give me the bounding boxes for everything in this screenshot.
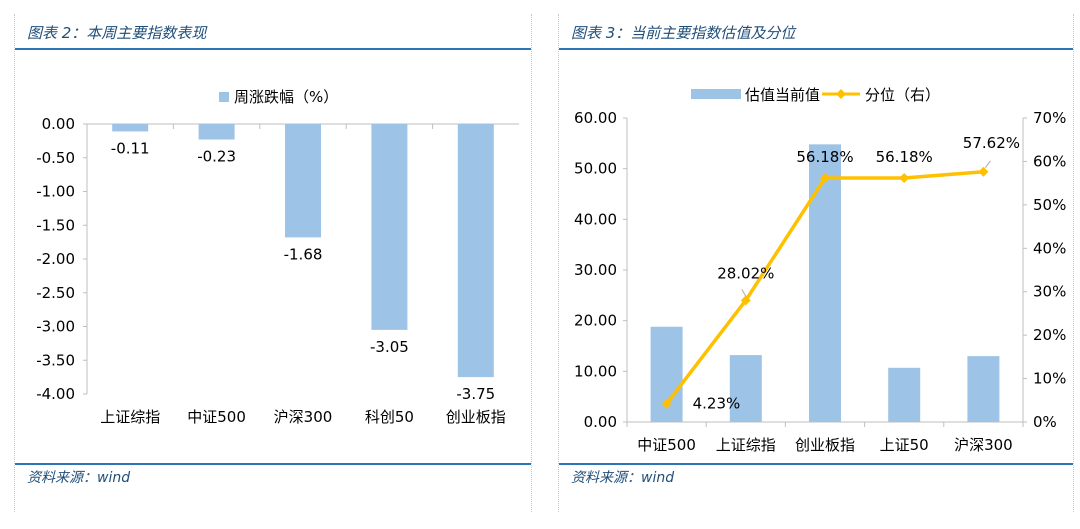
bar-data-label: -3.75 <box>456 385 495 403</box>
bar-data-label: -1.68 <box>284 245 323 263</box>
left-chart-source: 资料来源：wind <box>27 470 131 486</box>
valuation-combo-chart: 估值当前值 分位（右） 0.00 10.00 20.00 30.00 40.00 50.00 6… <box>574 86 1066 454</box>
y2-tick-label: 40% <box>1033 239 1066 257</box>
legend-swatch-valuation <box>691 89 741 99</box>
y2-tick-label: 20% <box>1033 326 1066 344</box>
x-category-label: 科创50 <box>365 408 414 426</box>
left-chart-title-bar: 图表 2：本周主要指数表现 <box>15 14 531 50</box>
percentile-point <box>661 398 672 409</box>
right-chart-title: 图表 3：当前主要指数估值及分位 <box>571 24 796 42</box>
data-label-leader-line <box>741 289 747 297</box>
percentile-data-label: 56.18% <box>876 148 933 166</box>
right-chart-title-bar: 图表 3：当前主要指数估值及分位 <box>559 14 1073 50</box>
y-tick-label: 0.00 <box>42 115 75 133</box>
x-category-label: 创业板指 <box>446 408 506 426</box>
percentile-point <box>978 166 989 177</box>
percentile-point <box>820 173 830 184</box>
bar-weekly-change <box>285 124 321 238</box>
bar-valuation <box>888 367 921 422</box>
x-category-label: 中证500 <box>637 436 696 454</box>
percentile-data-label: 57.62% <box>963 134 1020 152</box>
right-chart-source-bar: 资料来源：wind <box>559 463 1073 487</box>
y-tick-label: -0.50 <box>36 149 75 167</box>
y-tick-label: 10.00 <box>574 362 617 380</box>
bar-data-label: -3.05 <box>370 338 409 356</box>
y-tick-label: -3.50 <box>36 351 75 369</box>
percentile-data-label: 56.18% <box>796 148 853 166</box>
y2-tick-label: 70% <box>1033 109 1066 127</box>
percentile-point <box>899 173 910 184</box>
y-tick-label: 30.00 <box>574 261 617 279</box>
x-category-label: 上证综指 <box>100 408 160 426</box>
left-chart-title: 图表 2：本周主要指数表现 <box>27 24 207 42</box>
bar-weekly-change <box>198 124 235 140</box>
bar-weekly-change <box>457 124 494 378</box>
y-tick-label: 40.00 <box>574 210 617 228</box>
bar-valuation <box>809 144 841 422</box>
bar-valuation <box>729 355 762 422</box>
y2-tick-label: 0% <box>1033 413 1057 431</box>
y-tick-label: -4.00 <box>36 385 75 403</box>
legend-label-valuation: 估值当前值 <box>745 86 820 104</box>
legend-label-weekly-change: 周涨跌幅（%） <box>234 88 338 106</box>
bar-data-label: -0.23 <box>197 148 236 166</box>
bar-weekly-change <box>112 124 149 132</box>
y-tick-label: 0.00 <box>584 413 617 431</box>
legend-swatch-weekly-change <box>219 92 229 102</box>
x-category-label: 上证50 <box>880 436 929 454</box>
bar-valuation <box>967 356 1000 422</box>
y-tick-label: 20.00 <box>574 312 617 330</box>
percentile-data-label: 4.23% <box>693 395 741 413</box>
data-label-leader-line <box>984 160 991 169</box>
y-tick-label: -1.00 <box>36 183 75 201</box>
right-chart-source: 资料来源：wind <box>571 470 675 486</box>
weekly-change-bar-chart: 周涨跌幅（%） 0.00 -0.50 -1.00 -1.50 -2.00 -2.50 -3.0… <box>36 88 519 426</box>
x-category-label: 上证综指 <box>716 436 776 454</box>
left-chart-panel: 图表 2：本周主要指数表现 周涨跌幅（%） 0.00 -0.50 -1.00 -1.50… <box>14 14 532 512</box>
left-chart-source-bar: 资料来源：wind <box>15 463 531 487</box>
legend-label-percentile: 分位（右） <box>865 86 940 104</box>
y2-tick-label: 50% <box>1033 196 1066 214</box>
y-tick-label: -2.50 <box>36 284 75 302</box>
y-tick-label: 60.00 <box>574 109 617 127</box>
right-chart-panel: 图表 3：当前主要指数估值及分位 估值当前值 分位（右） 0.00 10.00 20.0… <box>558 14 1074 512</box>
y-tick-label: -3.00 <box>36 318 75 336</box>
y2-tick-label: 10% <box>1033 370 1066 388</box>
percentile-data-label: 28.02% <box>717 264 774 282</box>
percentile-point <box>740 295 751 306</box>
bar-weekly-change <box>371 124 408 330</box>
y2-tick-label: 30% <box>1033 283 1066 301</box>
y-tick-label: 50.00 <box>574 160 617 178</box>
x-category-label: 创业板指 <box>795 436 855 454</box>
x-category-label: 中证500 <box>187 408 246 426</box>
x-category-label: 沪深300 <box>274 408 333 426</box>
y-tick-label: -2.00 <box>36 250 75 268</box>
legend-marker-percentile <box>836 89 846 99</box>
y-tick-label: -1.50 <box>36 216 75 234</box>
bar-data-label: -0.11 <box>111 139 150 157</box>
x-category-label: 沪深300 <box>954 436 1013 454</box>
y2-tick-label: 60% <box>1033 152 1066 170</box>
